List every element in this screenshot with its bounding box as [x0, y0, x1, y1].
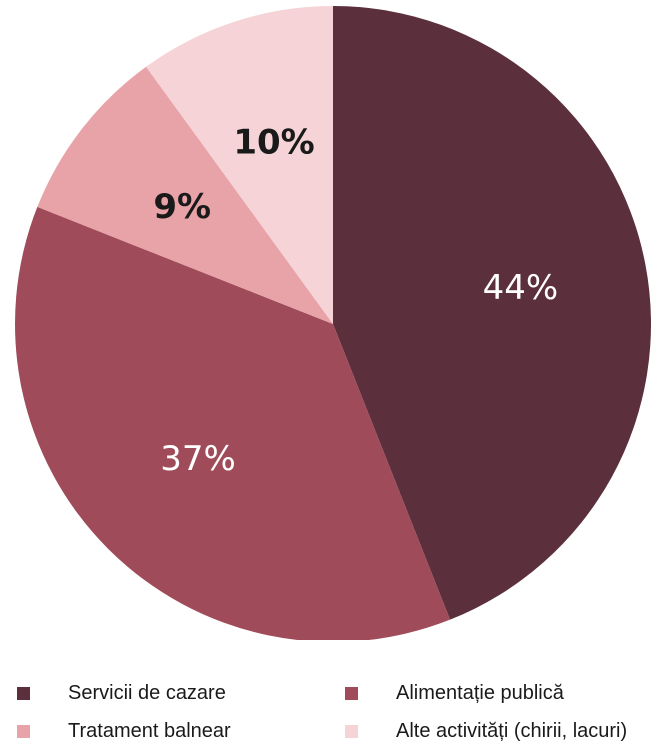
- pie-slice-0: [333, 6, 651, 620]
- legend-item-alimentatie-publica: Alimentație publică: [345, 678, 564, 708]
- legend-item-tratament-balnear: Tratament balnear: [17, 716, 231, 746]
- pie-slice-2: [37, 66, 333, 324]
- pie-slice-1: [15, 206, 451, 640]
- legend-label: Servicii de cazare: [68, 681, 226, 704]
- legend-label: Alimentație publică: [396, 681, 564, 704]
- legend-label: Alte activități (chirii, lacuri): [396, 719, 628, 742]
- pie-slice-3: [146, 6, 333, 324]
- legend-label: Tratament balnear: [68, 719, 231, 742]
- legend-swatch: [345, 686, 358, 700]
- slice-data-label: 9%: [153, 187, 211, 227]
- slice-data-label: 10%: [233, 123, 314, 163]
- legend-item-servicii-de-cazare: Servicii de cazare: [17, 678, 226, 708]
- legend-swatch: [17, 686, 30, 700]
- legend-swatch: [345, 724, 358, 738]
- slice-data-label: 37%: [160, 439, 236, 479]
- legend-swatch: [17, 724, 30, 738]
- legend-item-alte-activitati: Alte activități (chirii, lacuri): [345, 716, 627, 746]
- pie-chart: 44% 37% 9% 10%: [15, 6, 651, 640]
- slice-data-label: 44%: [483, 268, 559, 308]
